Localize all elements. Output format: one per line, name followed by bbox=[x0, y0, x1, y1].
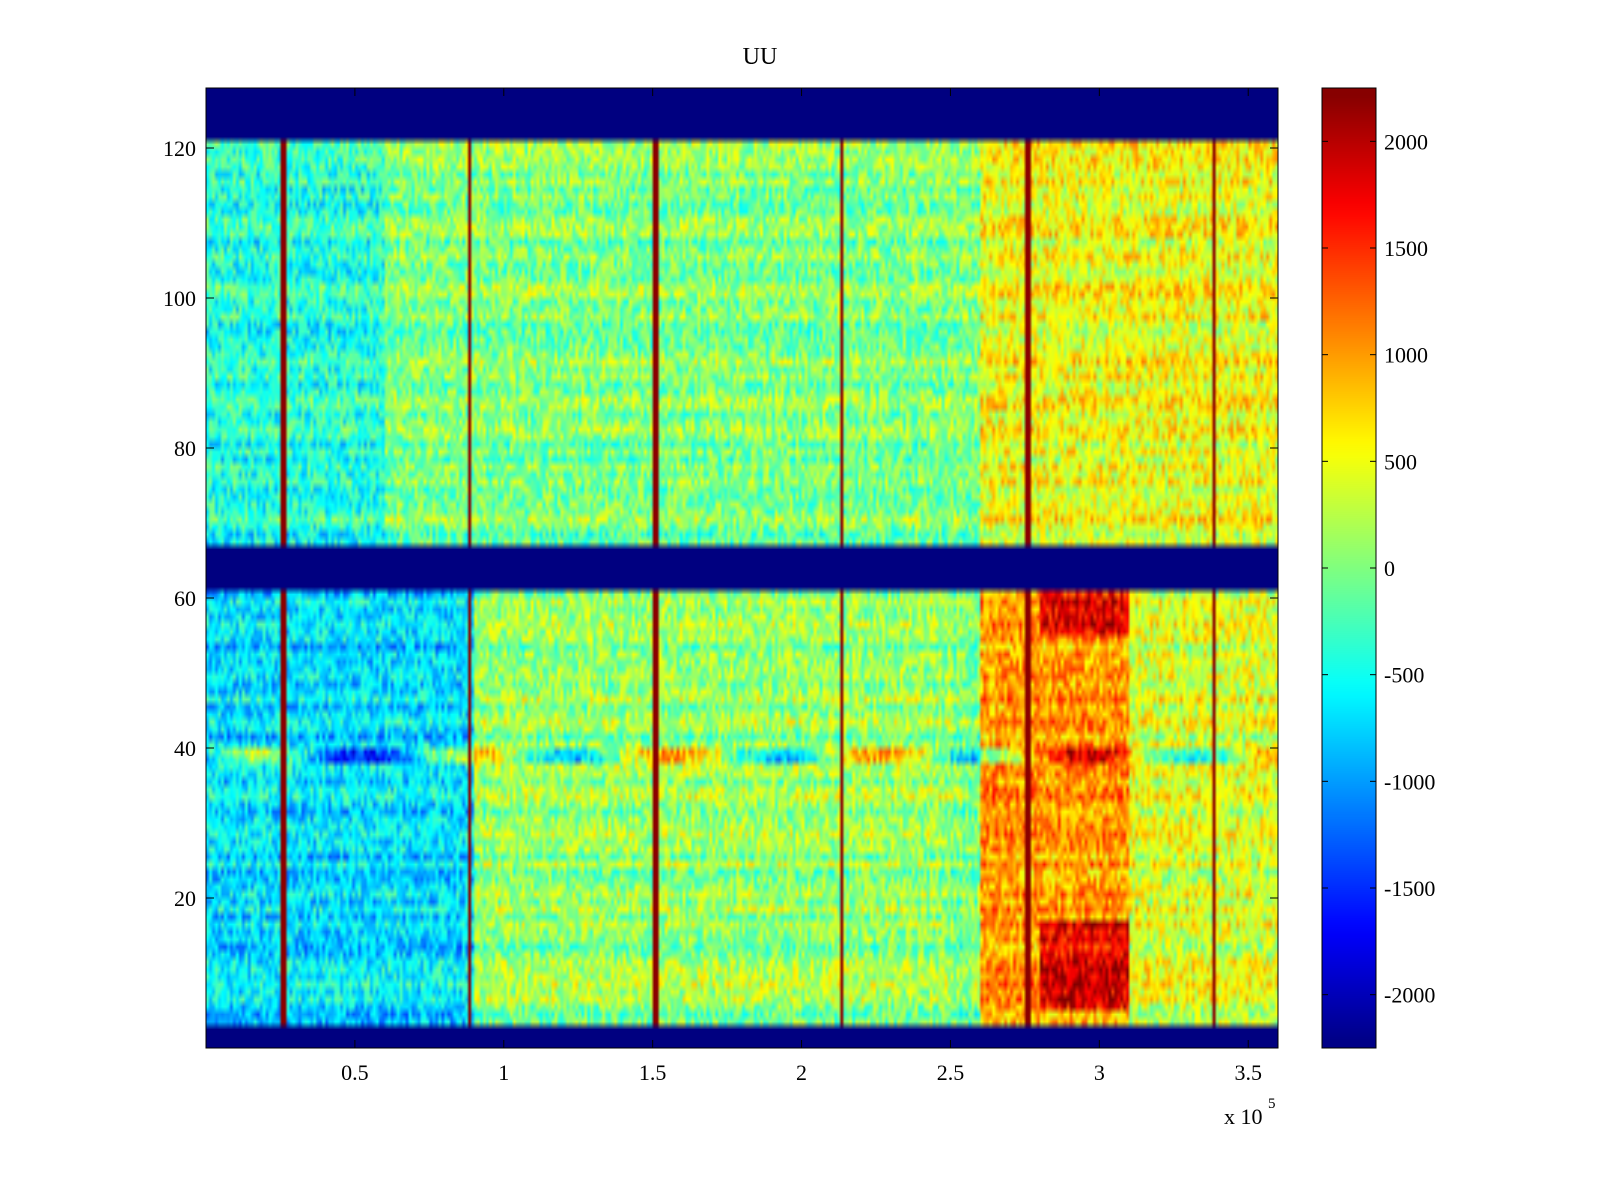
plot-frame bbox=[205, 87, 1279, 1049]
y-tick-label: 80 bbox=[174, 436, 196, 461]
y-tick-label: 60 bbox=[174, 586, 196, 611]
y-tick-label: 120 bbox=[163, 136, 196, 161]
x-tick-label: 3 bbox=[1094, 1060, 1105, 1085]
x-axis: 0.5 1 1.5 2 2.5 3 3.5 bbox=[341, 88, 1262, 1085]
colorbar-tick-label: 2000 bbox=[1384, 129, 1428, 154]
x-tick-label: 3.5 bbox=[1234, 1060, 1262, 1085]
colorbar-tick-label: 1000 bbox=[1384, 343, 1428, 368]
x-tick-label: 0.5 bbox=[341, 1060, 369, 1085]
x-tick-label: 2 bbox=[796, 1060, 807, 1085]
y-tick-label: 100 bbox=[163, 286, 196, 311]
heatmap-plot-area bbox=[205, 87, 1279, 1049]
colorbar-ticks: 2000 1500 1000 500 0 -500 -1000 -1500 -2000 bbox=[1322, 129, 1435, 1008]
colorbar-tick-label: 1500 bbox=[1384, 236, 1428, 261]
colorbar: 2000 1500 1000 500 0 -500 -1000 -1500 -2000 bbox=[1321, 87, 1435, 1049]
x-exponent-power: 5 bbox=[1268, 1096, 1276, 1112]
chart-title: UU bbox=[743, 44, 778, 70]
colorbar-tick-label: 0 bbox=[1384, 556, 1395, 581]
x-tick-label: 1.5 bbox=[639, 1060, 667, 1085]
x-tick-label: 1 bbox=[498, 1060, 509, 1085]
colorbar-tick-label: 500 bbox=[1384, 449, 1417, 474]
colorbar-tick-label: -1000 bbox=[1384, 769, 1435, 794]
colorbar-tick-label: -1500 bbox=[1384, 876, 1435, 901]
y-tick-label: 40 bbox=[174, 736, 196, 761]
x-exponent-label: x 10 5 bbox=[1224, 1096, 1276, 1129]
y-tick-label: 20 bbox=[174, 886, 196, 911]
colorbar-tick-label: -2000 bbox=[1384, 983, 1435, 1008]
x-exponent-base: x 10 bbox=[1224, 1104, 1263, 1129]
x-tick-label: 2.5 bbox=[937, 1060, 965, 1085]
y-axis: 20 40 60 80 100 120 bbox=[163, 136, 1278, 911]
colorbar-gradient bbox=[1322, 88, 1376, 1048]
heatmap-image bbox=[206, 88, 1278, 1048]
colorbar-tick-label: -500 bbox=[1384, 663, 1424, 688]
